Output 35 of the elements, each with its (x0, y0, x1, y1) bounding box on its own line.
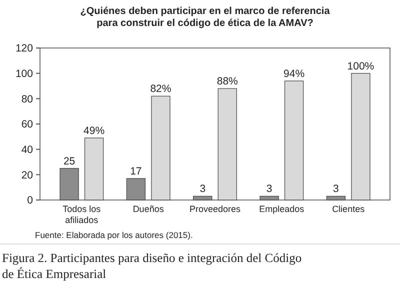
chart-title: ¿Quiénes deben participar en el marco de referencia para construir el código de ética de la AMAV? (80, 6, 330, 29)
text: Figura 2. Participantes para diseño e integración del Código de Ética Empresarial (2, 251, 302, 281)
data-label: 3 (266, 183, 272, 196)
y-tick-label: 60 (21, 118, 34, 131)
y-tick-label: 0 (27, 194, 34, 207)
data-label: 82% (150, 83, 172, 96)
bar (284, 80, 304, 200)
x-tick-label: Clientes (332, 204, 366, 214)
bar (326, 196, 346, 200)
x-tick-label: Dueños (132, 204, 164, 214)
y-tick-label: 40 (21, 144, 34, 156)
bar (260, 196, 279, 200)
data-label: 17 (130, 165, 142, 178)
data-label: 3 (200, 183, 206, 196)
x-tick-label: Empleados (259, 204, 305, 214)
source-note: Fuente: Elaborada por los autores (2015). (35, 230, 193, 240)
data-label: 49% (84, 124, 105, 137)
bar (84, 138, 104, 200)
bar (60, 168, 79, 200)
bar (151, 96, 170, 200)
x-tick-label: Proveedores (189, 204, 242, 214)
y-tick-label: 100 (15, 68, 34, 80)
data-label: 94% (284, 68, 305, 80)
x-tick-label: Todos los afiliados (62, 204, 102, 225)
y-tick-label: 20 (21, 169, 34, 182)
bar (193, 196, 212, 200)
y-tick-label: 80 (21, 93, 34, 106)
y-tick-label: 120 (15, 42, 34, 55)
data-label: 25 (63, 155, 76, 168)
data-label: 100% (347, 60, 374, 72)
bar (351, 73, 370, 200)
bar (126, 178, 146, 200)
bar (218, 88, 237, 200)
data-label: 3 (333, 183, 340, 196)
data-label: 88% (216, 76, 238, 88)
